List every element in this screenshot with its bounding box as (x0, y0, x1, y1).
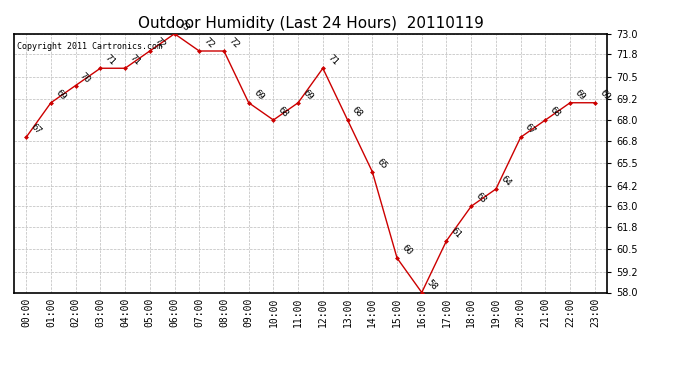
Text: 63: 63 (474, 192, 488, 206)
Text: 67: 67 (524, 123, 538, 136)
Text: 69: 69 (301, 88, 315, 102)
Text: Copyright 2011 Cartronics.com: Copyright 2011 Cartronics.com (17, 42, 161, 51)
Text: 60: 60 (400, 243, 414, 257)
Text: 71: 71 (103, 54, 117, 68)
Text: 68: 68 (276, 105, 290, 119)
Text: 72: 72 (227, 36, 241, 50)
Text: 71: 71 (326, 54, 339, 68)
Text: 69: 69 (54, 88, 68, 102)
Text: 71: 71 (128, 54, 142, 68)
Text: 64: 64 (499, 174, 513, 188)
Title: Outdoor Humidity (Last 24 Hours)  20110119: Outdoor Humidity (Last 24 Hours) 2011011… (137, 16, 484, 31)
Text: 69: 69 (598, 88, 611, 102)
Text: 72: 72 (202, 36, 216, 50)
Text: 58: 58 (424, 278, 439, 292)
Text: 72: 72 (152, 36, 166, 50)
Text: 73: 73 (177, 19, 191, 33)
Text: 65: 65 (375, 157, 389, 171)
Text: 69: 69 (251, 88, 266, 102)
Text: 67: 67 (29, 123, 43, 136)
Text: 68: 68 (548, 105, 562, 119)
Text: 61: 61 (449, 226, 463, 240)
Text: 70: 70 (79, 71, 92, 85)
Text: 69: 69 (573, 88, 587, 102)
Text: 68: 68 (351, 105, 364, 119)
